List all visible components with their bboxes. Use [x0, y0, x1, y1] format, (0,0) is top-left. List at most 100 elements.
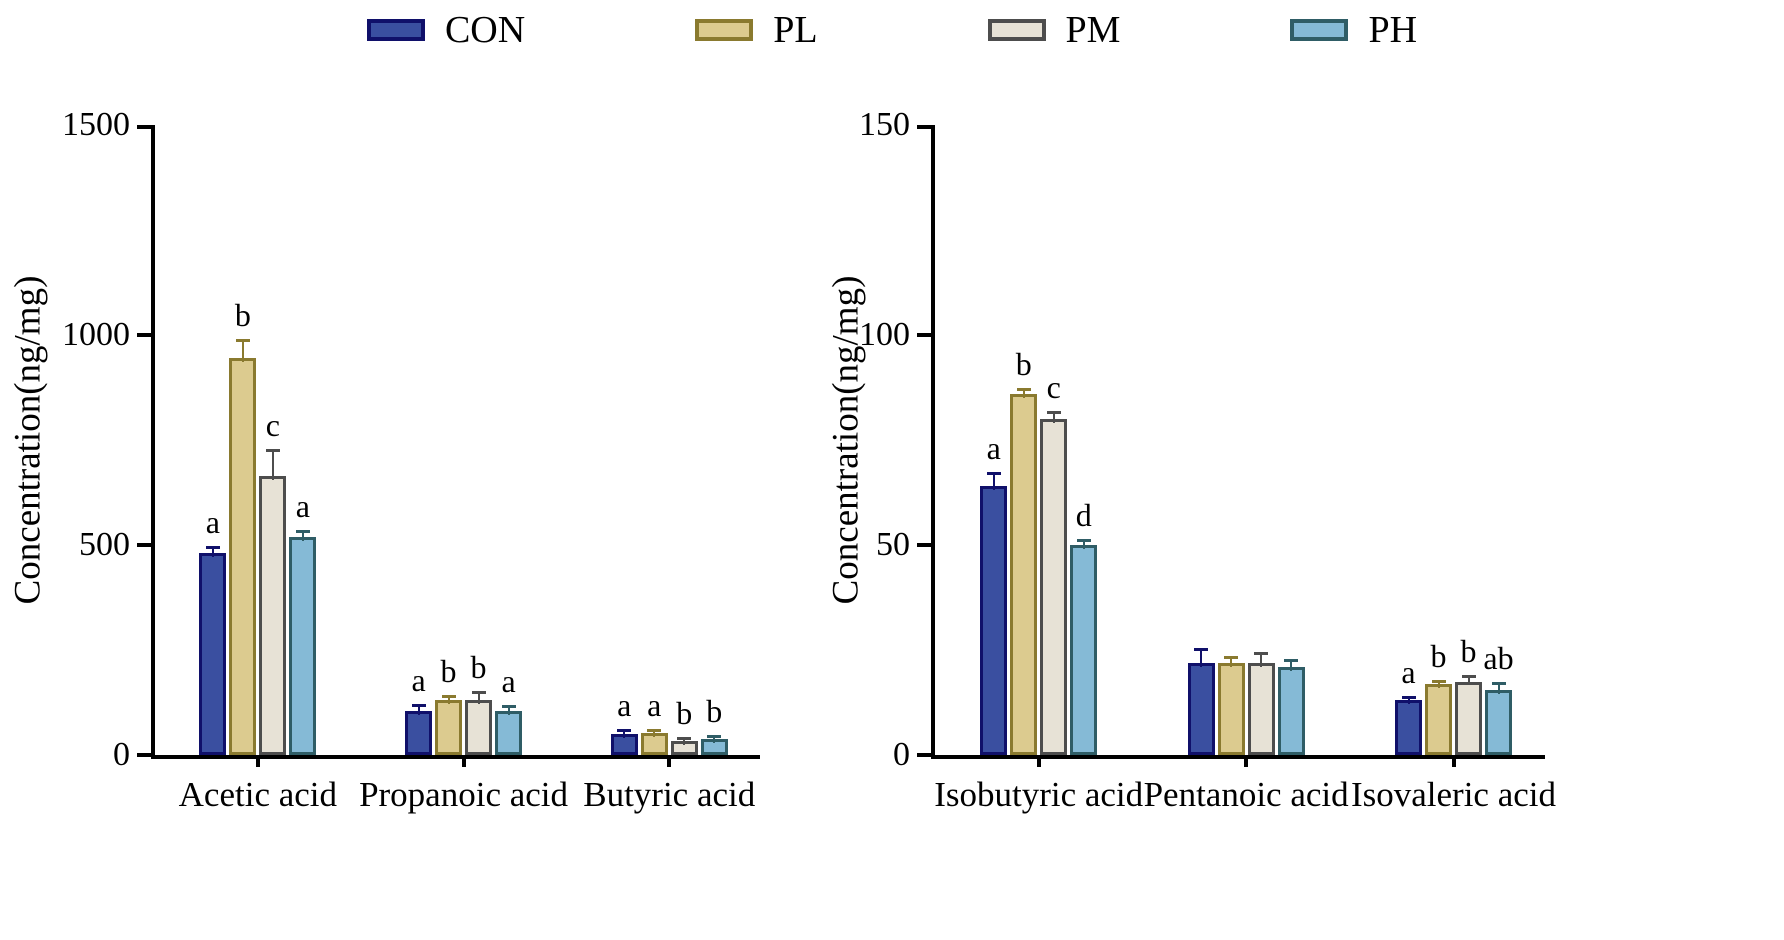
- error-bar: [1082, 540, 1085, 549]
- x-tick: [1451, 755, 1456, 767]
- y-tick: [917, 543, 931, 547]
- significance-letter: a: [295, 487, 310, 524]
- left-chart-panel: 0 500 1000 1500 Concentration(ng/mg) Acetic a…: [8, 108, 760, 812]
- error-bar: [683, 739, 686, 746]
- bar-ph-3: [1485, 689, 1512, 755]
- bar-ph-2: [495, 710, 523, 755]
- error-bar-cap: [1194, 648, 1209, 651]
- legend-item-pl: PL: [695, 8, 818, 52]
- error-bar-cap: [707, 734, 722, 738]
- error-bar-cap: [617, 728, 632, 732]
- error-bar-cap: [1491, 681, 1506, 685]
- error-bar-cap: [677, 737, 692, 741]
- y-tick: [137, 543, 151, 547]
- bar-con-1: [199, 553, 227, 755]
- error-bar-cap: [1046, 410, 1061, 414]
- error-bar-cap: [647, 728, 662, 732]
- error-bar: [1052, 412, 1055, 423]
- right-chart-panel: 0 50 100 150 Concentration(ng/mg) Isobutyric …: [826, 108, 1557, 813]
- y-axis-title: Concentration(ng/mg): [825, 275, 867, 605]
- y-tick-label: 1500: [62, 106, 130, 143]
- significance-letter: b: [706, 692, 723, 729]
- x-tick: [667, 755, 672, 767]
- x-category-label: Acetic acid: [178, 775, 338, 814]
- error-bar-cap: [1401, 696, 1416, 700]
- error-bar-cap: [265, 448, 280, 452]
- error-bar-cap: [411, 703, 426, 707]
- significance-letter: a: [986, 429, 1001, 466]
- bar-pm-2: [1247, 662, 1275, 755]
- error-bar-cap: [1016, 387, 1031, 391]
- legend-swatch-pl-icon: [695, 19, 754, 41]
- y-tick-label: 150: [859, 106, 910, 143]
- error-bar: [713, 736, 716, 744]
- error-bar: [241, 341, 244, 363]
- y-tick-label: 0: [113, 736, 130, 773]
- y-tick: [137, 333, 151, 337]
- bar-pm-1: [259, 475, 287, 755]
- significance-letter: b: [470, 648, 487, 685]
- legend-label-pm: PM: [1065, 9, 1121, 51]
- error-bar: [1497, 683, 1500, 694]
- significance-letter: b: [234, 297, 251, 334]
- error-bar: [1467, 677, 1470, 686]
- bar-con-2: [1187, 662, 1215, 755]
- y-axis-line: [151, 125, 155, 755]
- error-bar: [271, 450, 274, 480]
- error-bar-cap: [1284, 658, 1299, 662]
- error-bar: [447, 697, 450, 705]
- bar-ph-1: [289, 536, 317, 755]
- significance-letter: b: [676, 695, 693, 732]
- significance-letter: b: [1430, 637, 1447, 674]
- x-tick: [255, 755, 260, 767]
- bar-con-2: [405, 710, 433, 755]
- bar-pl-3: [1425, 683, 1452, 755]
- significance-letter: a: [411, 661, 426, 698]
- error-bar-cap: [441, 695, 456, 699]
- legend-label-pl: PL: [773, 9, 818, 51]
- y-tick: [917, 125, 931, 129]
- bar-pl-2: [435, 700, 463, 755]
- legend-swatch-pm-icon: [987, 19, 1046, 41]
- error-bar: [507, 706, 510, 715]
- x-axis-line: [931, 755, 1545, 759]
- bar-ph-2: [1277, 666, 1305, 755]
- error-bar: [211, 548, 214, 558]
- legend-swatch-con-icon: [366, 19, 425, 41]
- legend-label-ph: PH: [1368, 9, 1418, 51]
- error-bar: [623, 730, 626, 738]
- bar-pl-2: [1217, 662, 1245, 755]
- error-bar: [477, 692, 480, 705]
- legend-item-con: CON: [366, 8, 526, 52]
- legend-item-ph: PH: [1290, 8, 1417, 52]
- error-bar-cap: [1076, 538, 1091, 542]
- y-tick-label: 0: [893, 736, 910, 773]
- legend-item-pm: PM: [987, 8, 1121, 52]
- y-tick-label: 500: [79, 526, 130, 563]
- bar-pm-1: [1040, 419, 1068, 755]
- bar-ph-1: [1070, 545, 1098, 755]
- legend-label-con: CON: [444, 9, 526, 51]
- error-bar: [653, 730, 656, 738]
- x-category-label: Propanoic acid: [359, 775, 569, 814]
- error-bar: [1437, 681, 1440, 688]
- error-bar: [301, 531, 304, 541]
- significance-letter: c: [1046, 368, 1061, 405]
- error-bar: [1290, 660, 1293, 671]
- significance-letter: b: [440, 653, 457, 690]
- significance-letter: b: [1460, 633, 1477, 670]
- error-bar-cap: [986, 471, 1001, 475]
- error-bar: [1230, 658, 1233, 667]
- error-bar-cap: [1431, 679, 1446, 683]
- error-bar-cap: [1461, 675, 1476, 679]
- error-bar: [1260, 654, 1263, 667]
- x-tick: [1036, 755, 1041, 767]
- error-bar-cap: [1224, 656, 1239, 660]
- error-bar-cap: [235, 339, 250, 343]
- y-tick: [137, 125, 151, 129]
- x-tick: [461, 755, 466, 767]
- bar-pl-1: [1010, 393, 1038, 755]
- y-tick-label: 100: [859, 316, 910, 353]
- error-bar-cap: [501, 704, 516, 708]
